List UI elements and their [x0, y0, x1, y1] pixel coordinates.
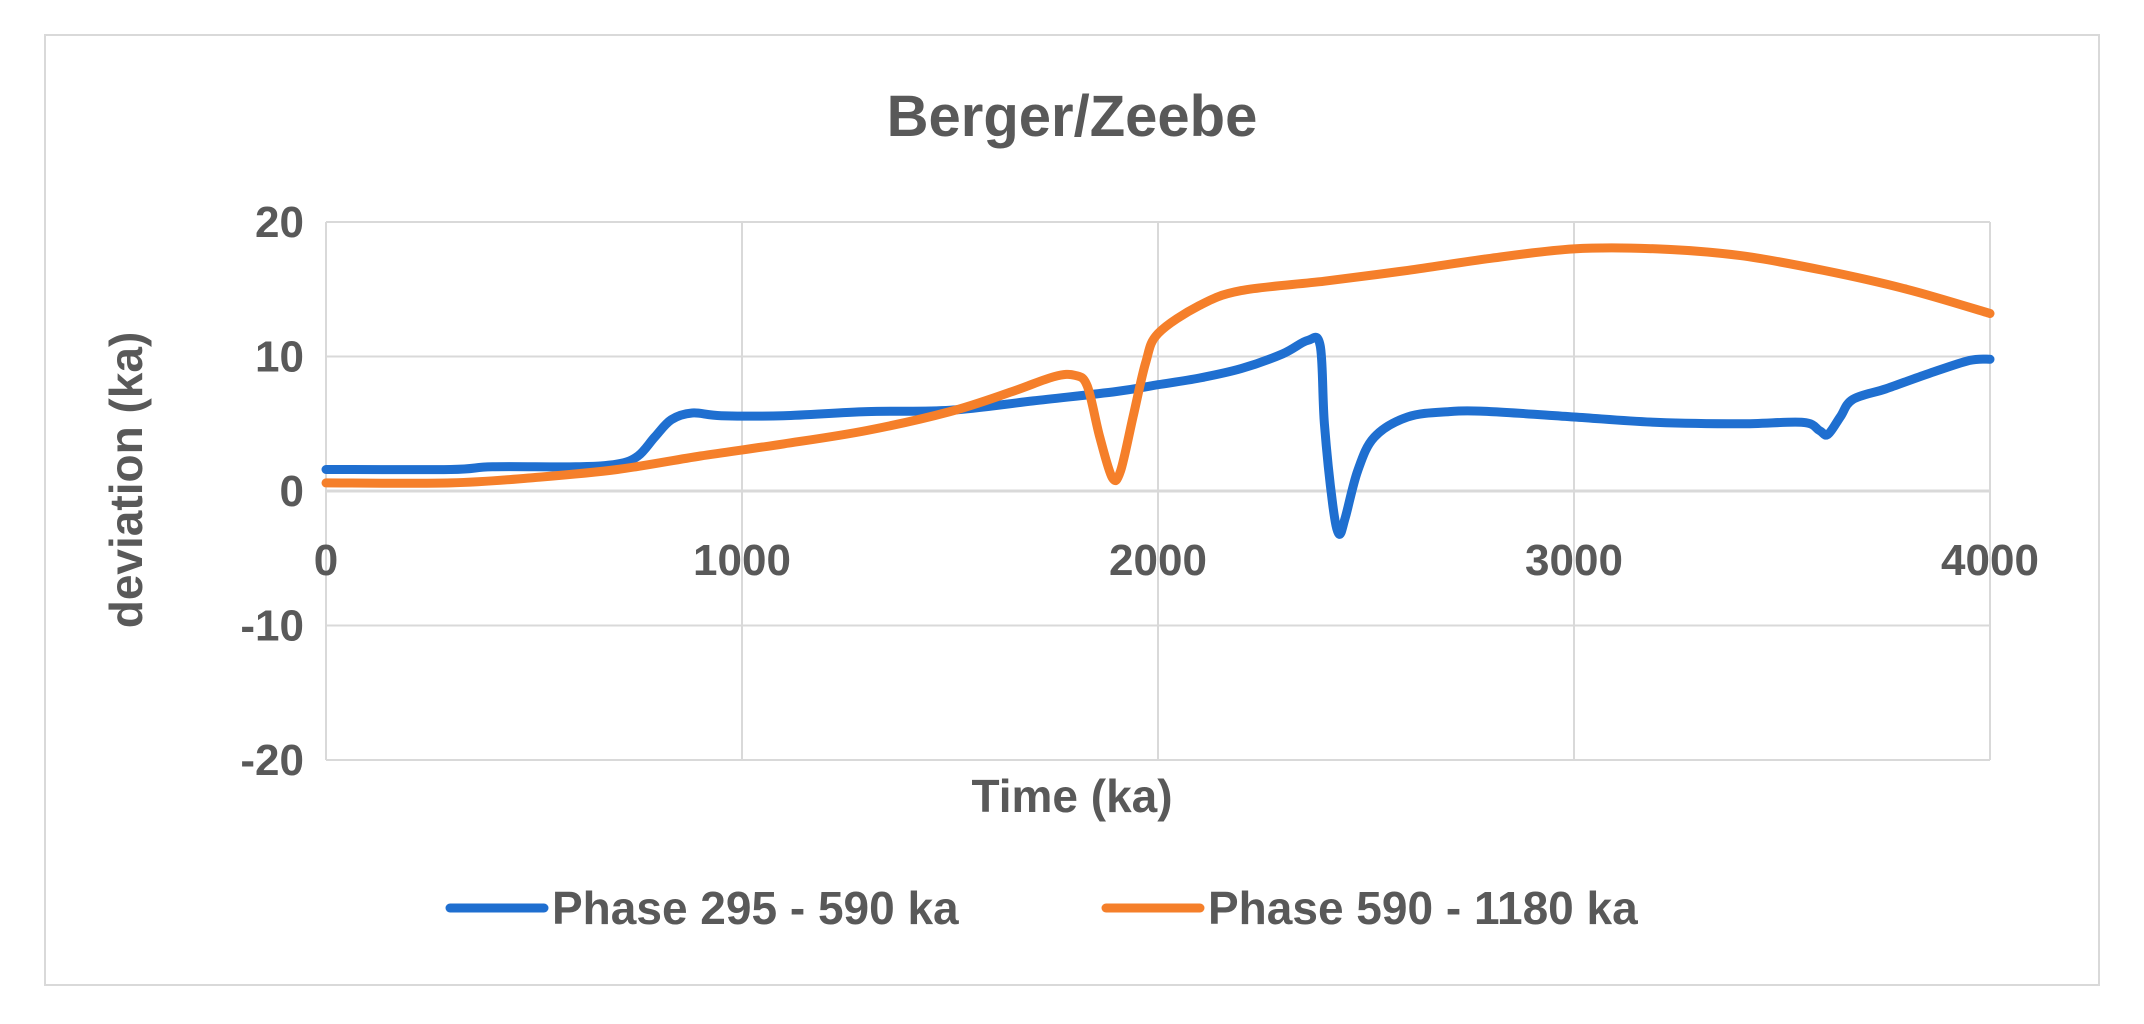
- y-tick-label: -10: [240, 602, 304, 651]
- x-tick-label: 2000: [1109, 536, 1207, 585]
- y-tick-label: -20: [240, 736, 304, 785]
- x-tick-label: 4000: [1941, 536, 2039, 585]
- y-axis-title: deviation (ka): [100, 332, 152, 629]
- x-tick-label: 0: [314, 536, 338, 585]
- x-tick-label: 3000: [1525, 536, 1623, 585]
- legend: Phase 295 - 590 ka Phase 590 - 1180 ka: [445, 882, 1638, 934]
- y-tick-label: 10: [255, 333, 304, 382]
- grid-layer: [325, 221, 1991, 761]
- y-tick-label: 0: [280, 467, 304, 516]
- chart-frame: Berger/Zeebe 20 10 0 -10 -20 0 1000 2000 3000 40…: [44, 34, 2100, 986]
- series-line-2: [321, 243, 1995, 488]
- x-tick-label: 1000: [693, 536, 791, 585]
- legend-label-series-1: Phase 295 - 590 ka: [552, 882, 959, 934]
- x-axis-title: Time (ka): [971, 770, 1172, 822]
- y-tick-label: 20: [255, 198, 304, 247]
- series-layer: [321, 243, 1995, 539]
- legend-label-series-2: Phase 590 - 1180 ka: [1208, 882, 1638, 934]
- chart-title: Berger/Zeebe: [887, 84, 1258, 149]
- x-tick-layer: 0 1000 2000 3000 4000: [314, 536, 2039, 585]
- y-tick-layer: 20 10 0 -10 -20: [240, 198, 304, 785]
- series-line-1: [321, 332, 1995, 539]
